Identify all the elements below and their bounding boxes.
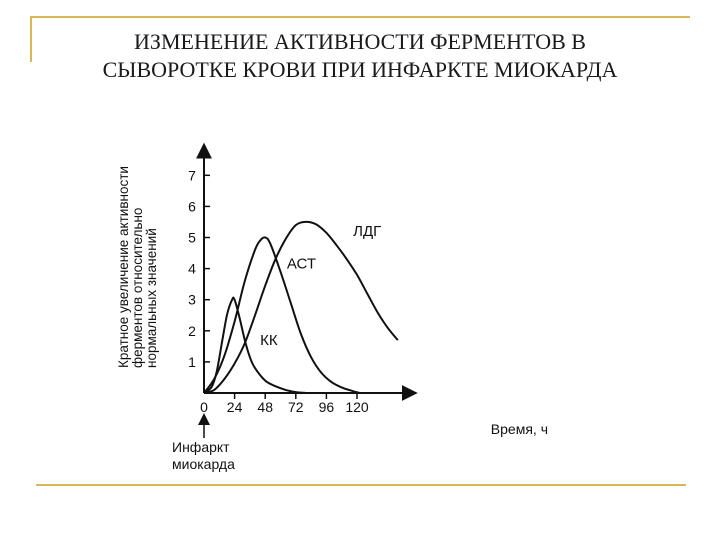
y-axis-label-line: ферментов относительно xyxy=(130,208,145,368)
series-line-ast xyxy=(203,236,360,394)
infarction-annotation: Инфаркт миокарда xyxy=(172,439,235,472)
x-tick-label: 24 xyxy=(227,399,243,415)
y-tick-label: 4 xyxy=(188,261,196,277)
y-tick-label: 3 xyxy=(188,292,196,308)
y-tick-label: 2 xyxy=(188,323,196,339)
infarction-annotation-line: миокарда xyxy=(172,456,235,472)
series-line-ldg xyxy=(203,220,399,394)
y-tick-label: 5 xyxy=(188,230,196,246)
series-label-ast: АСТ xyxy=(287,256,316,273)
x-tick-label: 72 xyxy=(288,399,304,415)
y-tick-label: 1 xyxy=(188,354,196,370)
slide-frame-top xyxy=(30,16,690,18)
y-axis-label-line: Кратное увеличение активности xyxy=(116,166,131,368)
slide-frame-left xyxy=(30,16,32,62)
slide-frame-bottom xyxy=(36,484,686,486)
x-tick-label: 120 xyxy=(345,399,369,415)
x-axis-label: Время, ч xyxy=(491,421,548,437)
infarction-annotation-line: Инфаркт xyxy=(172,439,230,455)
series-line-kk xyxy=(203,296,307,394)
x-tick-label: 48 xyxy=(257,399,273,415)
y-axis-label-line: нормальных значений xyxy=(144,228,159,368)
slide-title: ИЗМЕНЕНИЕ АКТИВНОСТИ ФЕРМЕНТОВ В СЫВОРОТ… xyxy=(102,29,618,82)
y-tick-label: 7 xyxy=(188,167,196,183)
x-tick-label: 96 xyxy=(319,399,335,415)
series-label-kk: КК xyxy=(260,332,278,349)
y-axis-label: Кратное увеличение активностиферментов о… xyxy=(116,166,159,368)
y-tick-label: 6 xyxy=(188,198,196,214)
x-tick-label: 0 xyxy=(200,399,208,415)
series-label-ldg: ЛДГ xyxy=(353,223,381,240)
